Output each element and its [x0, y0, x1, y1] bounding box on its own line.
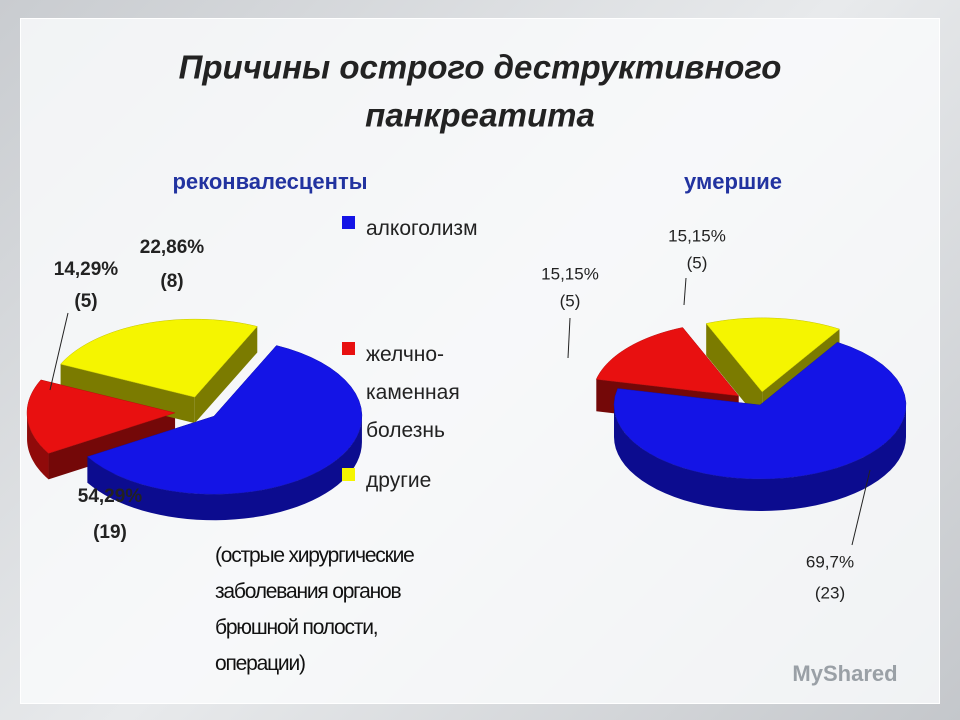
- value-label: 54,29%: [78, 486, 143, 507]
- leader-line: [683, 277, 687, 306]
- leader-line: [49, 312, 69, 391]
- slice-side: [194, 326, 258, 424]
- pie-title: умершие: [684, 169, 782, 194]
- slice-wall: [614, 405, 906, 511]
- value-label: 14,29%: [54, 259, 119, 280]
- slice: [60, 318, 258, 398]
- legend-swatch: [342, 342, 355, 355]
- slice-wall: [87, 416, 362, 521]
- watermark: MyShared: [792, 661, 897, 686]
- legend-swatch: [342, 468, 355, 481]
- slice: [86, 345, 363, 495]
- legend-label: желчно-каменная болезнь: [366, 343, 460, 442]
- count-label: (23): [815, 583, 845, 602]
- slice-wall: [27, 412, 49, 480]
- legend-label: алкоголизм: [366, 217, 478, 240]
- value-label: 15,15%: [668, 226, 726, 245]
- pie-walls: [27, 412, 362, 521]
- legend-label: другие: [366, 469, 432, 492]
- note-line: заболевания органов: [215, 580, 402, 603]
- count-label: (5): [560, 291, 581, 310]
- title-line: Причины острого деструктивного: [179, 49, 782, 86]
- pie-walls: [614, 405, 906, 511]
- count-label: (19): [93, 522, 127, 543]
- slice: [595, 327, 740, 397]
- leader-line: [851, 469, 871, 546]
- note-line: (острые хирургические: [215, 544, 415, 567]
- slice-side: [60, 364, 195, 424]
- pie-tops: [26, 318, 363, 495]
- slice: [613, 341, 907, 480]
- note-line: брюшной полости,: [215, 616, 379, 639]
- count-label: (5): [74, 291, 97, 312]
- title-line: панкреатита: [365, 97, 595, 134]
- slice: [705, 317, 841, 393]
- value-label: 22,86%: [140, 237, 205, 258]
- count-label: (5): [687, 253, 708, 272]
- value-label: 15,15%: [541, 264, 599, 283]
- legend-swatch: [342, 216, 355, 229]
- pie-title: реконвалесценты: [172, 169, 367, 194]
- value-label: 69,7%: [806, 552, 854, 571]
- note: (острые хирургические заболевания органов…: [215, 538, 415, 682]
- slice: [26, 379, 176, 454]
- pie-tops: [595, 317, 907, 480]
- note-line: операции): [215, 652, 306, 675]
- count-label: (8): [160, 271, 183, 292]
- leader-line: [567, 317, 571, 359]
- slice-side: [706, 323, 763, 424]
